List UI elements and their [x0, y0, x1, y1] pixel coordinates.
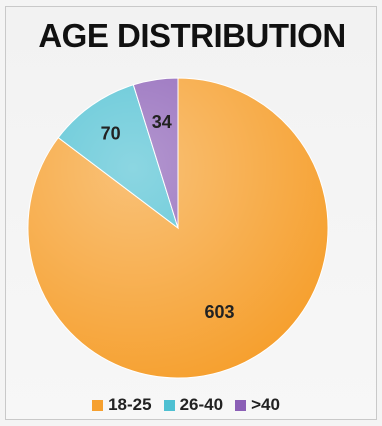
legend-label: 26-40 [179, 395, 224, 414]
legend-label: >40 [251, 395, 280, 414]
legend-label: 18-25 [108, 395, 152, 414]
pie-highlight [28, 78, 328, 378]
data-label->40: 34 [152, 112, 172, 132]
chart-legend: 18-25 26-40 >40 [0, 395, 372, 415]
data-label-18-25: 603 [204, 302, 234, 322]
data-label-26-40: 70 [101, 123, 121, 143]
legend-swatch [235, 399, 247, 411]
legend-swatch [163, 399, 175, 411]
legend-item->40: >40 [235, 395, 280, 415]
chart-title: AGE DISTRIBUTION [38, 17, 346, 54]
legend-item-26-40: 26-40 [163, 395, 224, 415]
legend-swatch [92, 399, 104, 411]
legend-item-18-25: 18-25 [92, 395, 152, 415]
